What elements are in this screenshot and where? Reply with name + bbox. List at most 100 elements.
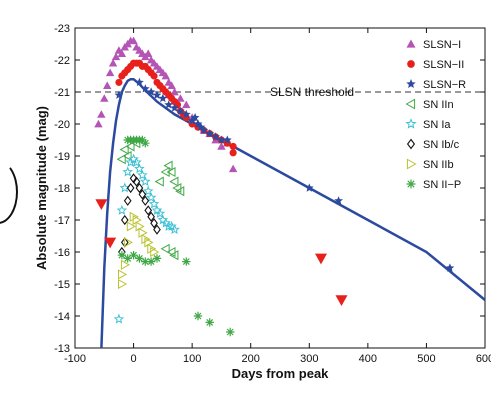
data-point-series-6 (117, 269, 128, 280)
x-axis-label: Days from peak (232, 366, 330, 381)
legend-marker-5 (406, 138, 416, 150)
data-point-series-5 (135, 182, 144, 194)
data-point-series-3 (172, 182, 182, 194)
data-point-series-3 (116, 154, 126, 165)
legend-marker-4 (405, 118, 417, 129)
x-tick-label: 300 (300, 353, 318, 365)
data-point-series-2 (190, 113, 200, 122)
data-point-series-2 (181, 109, 191, 119)
data-point-series-0 (108, 59, 118, 67)
data-point-series-7 (146, 257, 156, 266)
data-point-series-6 (123, 237, 133, 248)
data-point-series-7 (141, 139, 150, 148)
data-point-series-0 (94, 119, 103, 128)
data-point-series-5 (150, 218, 158, 229)
data-point-series-4 (131, 156, 142, 167)
data-point-series-6 (147, 243, 157, 254)
data-point-series-2 (176, 106, 185, 115)
legend-label: SLSN−R (423, 79, 466, 91)
y-tick-label: -17 (54, 215, 70, 227)
data-point-series-6 (141, 234, 151, 245)
data-point-series-5 (123, 195, 132, 206)
data-points (94, 36, 455, 337)
data-point-series-4 (169, 224, 180, 235)
data-point-series-2 (304, 183, 314, 192)
legend-label: SN IIn (423, 99, 454, 111)
data-point-series-2 (170, 103, 179, 112)
data-point-series-3 (163, 160, 173, 171)
data-point-series-8 (315, 253, 327, 265)
data-point-series-7 (117, 251, 127, 260)
data-point-series-5 (138, 189, 147, 200)
x-tick-label: 400 (359, 353, 377, 365)
data-point-series-0 (129, 36, 138, 45)
y-tick-label: -19 (54, 151, 70, 163)
legend-marker-3 (405, 98, 416, 110)
data-point-series-2 (199, 125, 209, 135)
data-point-series-0 (182, 100, 191, 109)
model-light-curve (100, 77, 486, 349)
data-point-series-5 (132, 176, 141, 187)
data-point-series-2 (205, 129, 215, 138)
data-point-series-4 (113, 313, 125, 324)
x-tick-label: 100 (183, 353, 201, 365)
data-point-series-8 (95, 199, 108, 210)
data-point-series-6 (117, 278, 128, 290)
y-tick-label: -14 (54, 311, 70, 323)
data-point-series-4 (145, 192, 157, 203)
data-point-series-0 (161, 71, 170, 80)
data-point-series-0 (97, 110, 106, 118)
data-point-series-5 (147, 211, 155, 222)
data-point-series-0 (170, 87, 179, 96)
axis-ticks: -100 0 100 200 300 400 500 600 -23 -22 -21 -20 -19 -1… (54, 23, 491, 365)
data-point-series-5 (141, 195, 150, 206)
data-point-series-3 (169, 250, 179, 261)
data-point-series-3 (122, 150, 132, 162)
data-point-series-0 (228, 164, 238, 173)
data-point-series-6 (135, 221, 145, 232)
data-point-series-2 (158, 93, 168, 103)
data-point-series-4 (134, 163, 145, 174)
data-point-series-4 (163, 220, 174, 231)
legend-label: SLSN−I (423, 39, 461, 51)
data-point-series-3 (160, 166, 170, 178)
data-point-series-0 (144, 49, 153, 57)
model-curve-layer (100, 77, 486, 349)
data-point-series-0 (217, 142, 226, 150)
legend-marker-2 (406, 79, 416, 88)
data-point-series-0 (176, 94, 185, 102)
data-point-series-6 (138, 227, 148, 238)
data-point-series-6 (126, 221, 136, 232)
data-point-series-3 (166, 166, 176, 178)
data-point-series-3 (169, 176, 179, 187)
x-tick-label: 500 (417, 353, 435, 365)
data-point-series-0 (117, 49, 127, 57)
y-tick-label: -22 (54, 55, 70, 67)
legend: SLSN−I SLSN−II SLSN−R SN IIn SN Ia SN Ib/c SN … (405, 39, 466, 191)
data-point-series-3 (175, 186, 185, 197)
legend-marker-7 (406, 179, 416, 189)
data-point-series-3 (166, 246, 176, 258)
data-point-series-2 (445, 263, 455, 272)
data-point-series-7 (193, 311, 203, 321)
data-point-series-4 (140, 176, 151, 187)
data-point-series-8 (335, 295, 348, 306)
data-point-series-3 (119, 144, 129, 155)
data-point-series-0 (100, 94, 109, 102)
data-point-series-0 (111, 52, 121, 61)
data-point-series-7 (205, 318, 214, 327)
data-point-series-5 (120, 214, 129, 226)
data-point-series-7 (182, 257, 191, 266)
data-point-series-4 (148, 198, 160, 209)
data-point-series-2 (211, 132, 220, 141)
legend-marker-6 (406, 158, 417, 170)
data-point-series-5 (153, 224, 161, 235)
data-point-series-1 (150, 72, 158, 80)
data-point-series-4 (154, 208, 166, 219)
threshold-label: SLSN threshold (270, 85, 354, 99)
data-point-series-7 (135, 254, 144, 263)
y-tick-label: -16 (54, 247, 70, 259)
data-point-series-2 (146, 87, 156, 96)
data-point-series-0 (103, 81, 112, 89)
